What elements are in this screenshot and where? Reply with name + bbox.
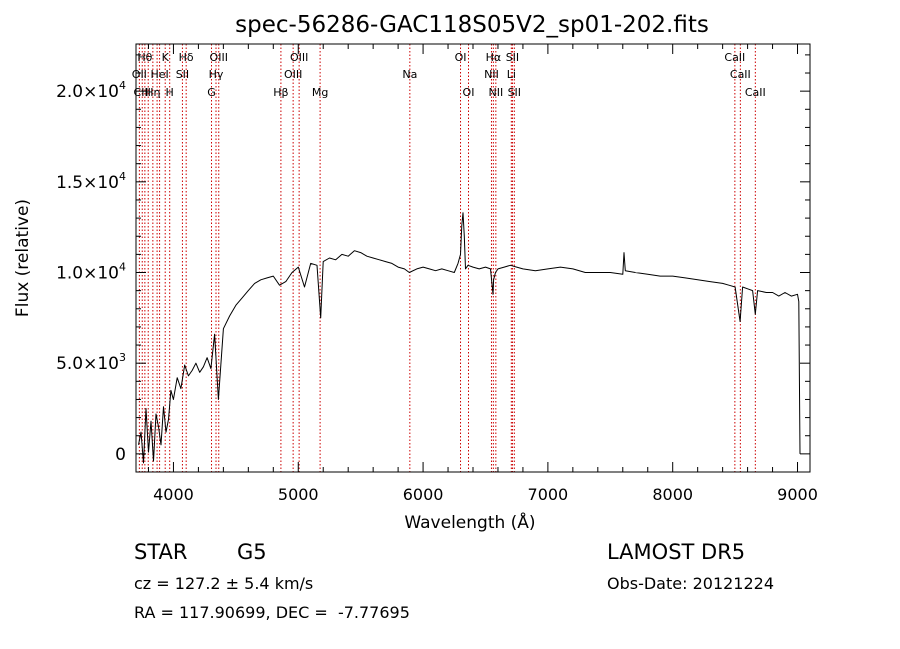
line-label-11: SII	[176, 68, 189, 81]
line-label-7: SII	[506, 51, 519, 64]
stellar-subclass: G5	[237, 540, 267, 564]
x-axis-ticks: 4000 5000 6000 7000 8000 9000	[147, 44, 818, 504]
y-tick-exponent-3: 4	[119, 170, 126, 183]
y-tick-mantissa-1: 5.0×10	[56, 354, 119, 374]
survey-name: LAMOST DR5	[607, 540, 746, 564]
line-label-23: Na	[402, 68, 417, 81]
line-label-3: OIII	[210, 51, 228, 64]
y-tick-exponent-1: 3	[119, 351, 126, 364]
line-label-24: OI	[463, 86, 475, 99]
y-tick-label-0: 0	[115, 445, 126, 465]
line-label-8: CaII	[724, 51, 745, 64]
line-label-20: G	[207, 86, 216, 99]
redshift-velocity: cz = 127.2 ± 5.4 km/s	[134, 574, 314, 593]
line-label-16: CaII	[730, 68, 751, 81]
y-tick-label-1: 5.0×103	[56, 351, 126, 374]
line-label-15: Li	[507, 68, 516, 81]
spectral-line-labels: Hθ K Hδ OIII OIII OI Hα SII CaII OII HeI SII Hγ OIII N…	[132, 51, 766, 99]
x-tick-label-3: 7000	[528, 485, 569, 504]
line-label-10: HeI	[150, 68, 168, 81]
line-label-19: H	[166, 86, 174, 99]
y-tick-label-2: 1.0×104	[56, 261, 126, 284]
line-label-27: CaII	[745, 86, 766, 99]
y-tick-mantissa-3: 1.5×10	[56, 173, 119, 193]
line-label-12: Hγ	[209, 68, 224, 81]
x-tick-label-2: 6000	[403, 485, 444, 504]
line-label-2: Hδ	[179, 51, 194, 64]
y-tick-exponent-2: 4	[119, 261, 126, 274]
line-label-17: CIII	[134, 86, 151, 99]
y-tick-exponent-4: 4	[119, 79, 126, 92]
x-tick-label-0: 4000	[153, 485, 194, 504]
y-tick-label-4: 2.0×104	[56, 79, 126, 102]
line-label-22: Mg	[312, 86, 328, 99]
y-tick-label-3: 1.5×104	[56, 170, 126, 193]
x-axis-label: Wavelength (Å)	[404, 511, 535, 533]
y-axis-label: Flux (relative)	[13, 199, 33, 317]
object-class: STAR	[134, 540, 188, 564]
line-label-6: Hα	[486, 51, 502, 64]
line-label-25: NII	[488, 86, 503, 99]
x-tick-label-5: 9000	[777, 485, 818, 504]
line-label-13: OIII	[284, 68, 302, 81]
line-label-0: Hθ	[137, 51, 152, 64]
spectrum-series-line	[138, 212, 801, 464]
emission-line-markers	[138, 44, 756, 472]
y-tick-mantissa-2: 1.0×10	[56, 264, 119, 284]
line-label-21: Hβ	[273, 86, 288, 99]
line-label-4: OIII	[290, 51, 308, 64]
plot-frame	[135, 43, 811, 473]
y-tick-mantissa-4: 2.0×10	[56, 82, 119, 102]
sky-coordinates: RA = 117.90699, DEC = -7.77695	[134, 603, 410, 622]
line-label-5: OI	[455, 51, 467, 64]
x-tick-label-1: 5000	[278, 485, 319, 504]
observation-date: Obs-Date: 20121224	[607, 574, 775, 593]
y-tick-mantissa-0: 0	[115, 445, 126, 465]
line-label-14: NII	[484, 68, 499, 81]
chart-title: spec-56286-GAC118S05V2_sp01-202.fits	[235, 12, 709, 38]
line-label-1: K	[162, 51, 170, 64]
x-tick-label-4: 8000	[652, 485, 693, 504]
line-label-26: SII	[508, 86, 521, 99]
line-label-18: Hη	[145, 86, 160, 99]
line-label-9: OII	[132, 68, 147, 81]
